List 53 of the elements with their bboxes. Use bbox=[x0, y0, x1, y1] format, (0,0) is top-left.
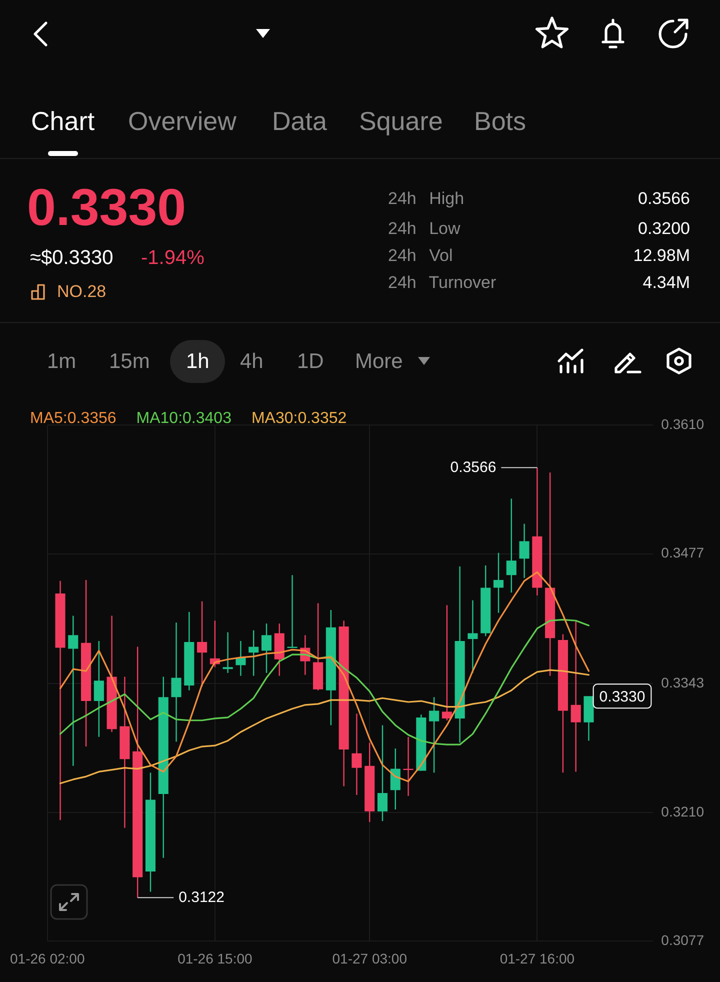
candlestick bbox=[248, 630, 259, 676]
candlestick bbox=[377, 724, 388, 822]
text: 1h bbox=[186, 350, 210, 373]
text: 0.3566 bbox=[638, 189, 690, 208]
y-tick-label: 0.3077 bbox=[661, 932, 704, 948]
candlestick bbox=[171, 622, 182, 742]
candlestick bbox=[570, 621, 581, 772]
text: 24h Low bbox=[388, 219, 460, 238]
text: 24h Vol bbox=[388, 246, 453, 265]
candlestick bbox=[506, 498, 516, 594]
text: -1.94% bbox=[141, 247, 204, 269]
text: Chart bbox=[31, 106, 95, 136]
candlestick bbox=[429, 696, 440, 774]
candlestick bbox=[493, 552, 504, 614]
text: More bbox=[355, 350, 403, 373]
y-tick-label: 0.3477 bbox=[661, 544, 704, 561]
text: 1D bbox=[297, 350, 324, 373]
text: 24h Turnover bbox=[388, 273, 496, 292]
text: MA5:0.3356 bbox=[30, 410, 116, 427]
candlestick bbox=[352, 713, 362, 796]
text: Overview bbox=[128, 106, 236, 136]
text: 15m bbox=[109, 350, 150, 373]
candlestick bbox=[442, 604, 452, 721]
x-tick-label: 01-26 02:00 bbox=[10, 950, 85, 966]
candlestick bbox=[68, 615, 78, 767]
x-tick-label: 01-26 15:00 bbox=[178, 950, 253, 966]
annotation: 0.3122 bbox=[178, 888, 224, 906]
x-tick-label: 01-27 16:00 bbox=[500, 950, 575, 966]
text: Data bbox=[272, 106, 327, 136]
y-tick-label: 0.3210 bbox=[661, 803, 704, 820]
annotation: 0.3566 bbox=[450, 458, 496, 476]
text: 1m bbox=[47, 350, 76, 373]
text: ≈$0.3330 bbox=[30, 247, 114, 269]
text: Bots bbox=[474, 106, 526, 136]
x-tick-label: 01-27 03:00 bbox=[332, 950, 408, 966]
candlestick bbox=[94, 640, 104, 738]
text: 0.3330 bbox=[27, 179, 186, 237]
text: 4.34M bbox=[642, 273, 690, 292]
y-tick-label: 0.3610 bbox=[661, 416, 704, 432]
text: MA10:0.3403 bbox=[136, 410, 232, 427]
text: 12.98M bbox=[633, 246, 690, 265]
y-tick-label: 0.3343 bbox=[661, 674, 704, 690]
candlestick bbox=[222, 632, 233, 674]
candlestick bbox=[261, 622, 272, 674]
candlestick bbox=[519, 523, 530, 579]
annotation: 0.3330 bbox=[599, 688, 646, 706]
text: Square bbox=[359, 106, 443, 136]
text: NO.28 bbox=[57, 282, 106, 301]
candlestick bbox=[468, 600, 478, 674]
text: 24h High bbox=[388, 189, 464, 208]
text: 4h bbox=[240, 350, 264, 373]
text: MA30:0.3352 bbox=[251, 410, 347, 427]
text: 0.3200 bbox=[638, 219, 690, 238]
